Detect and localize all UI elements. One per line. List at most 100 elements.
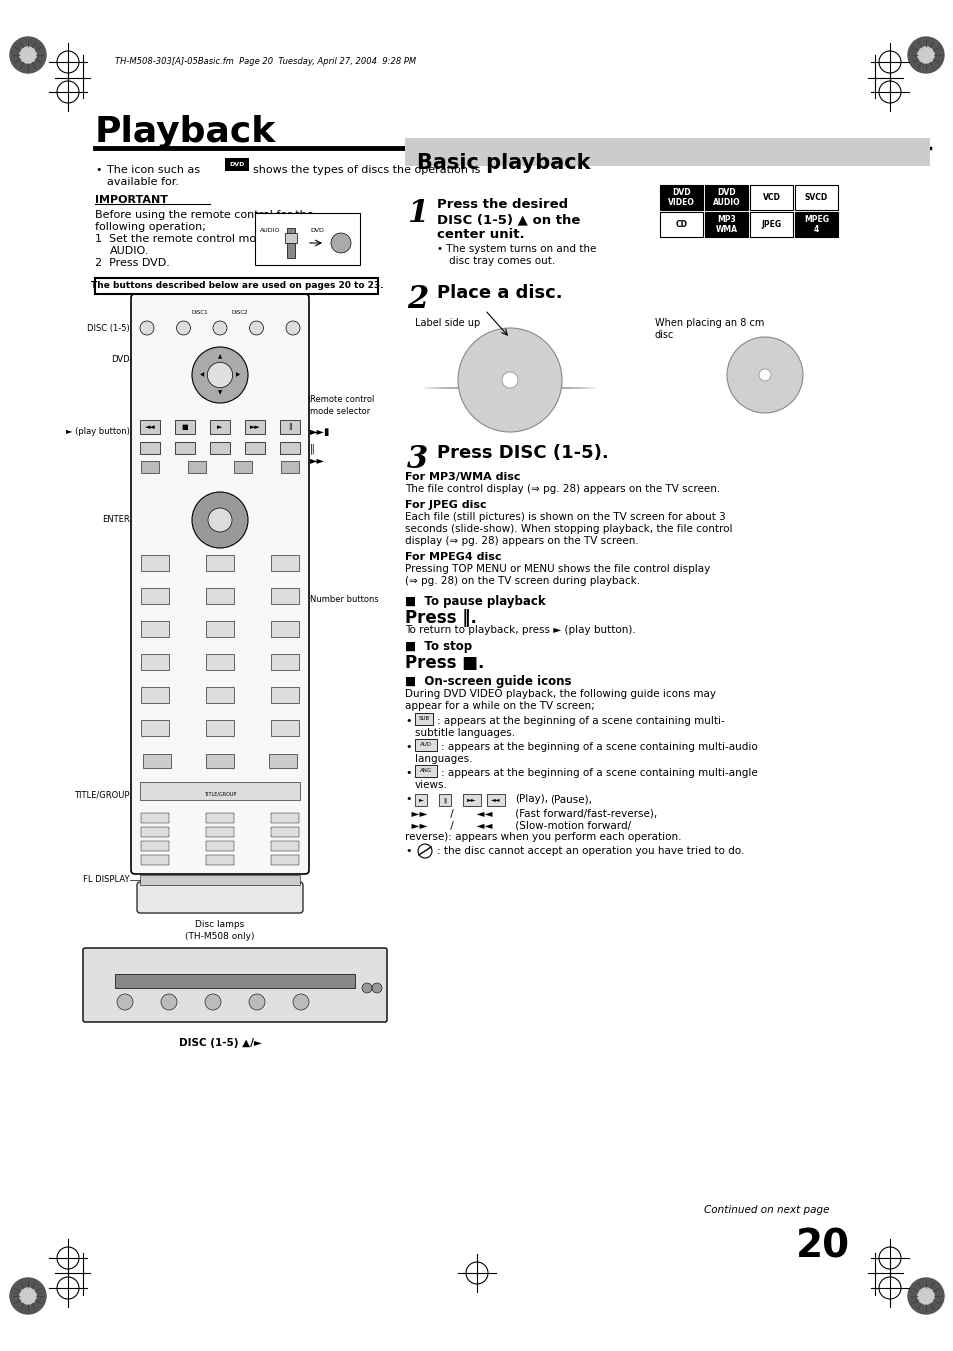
Circle shape [117, 994, 132, 1011]
Bar [206, 588, 233, 604]
Bar [141, 842, 169, 851]
Bar [206, 555, 233, 571]
Text: Each file (still pictures) is shown on the TV screen for about 3: Each file (still pictures) is shown on t… [405, 512, 725, 521]
Text: ANG: ANG [419, 769, 432, 774]
Bar [95, 278, 377, 295]
Circle shape [286, 322, 299, 335]
Circle shape [20, 47, 36, 63]
Text: ◄◄: ◄◄ [145, 424, 155, 430]
Bar [141, 621, 169, 638]
Bar [210, 420, 230, 434]
Circle shape [907, 36, 943, 73]
Circle shape [907, 1278, 943, 1315]
Circle shape [501, 372, 517, 388]
Text: ►►       /       ◄◄       (Fast forward/fast-reverse),: ►► / ◄◄ (Fast forward/fast-reverse), [405, 808, 657, 817]
Text: TITLE/GROUP: TITLE/GROUP [74, 790, 130, 800]
Bar [415, 713, 433, 725]
Bar [704, 212, 747, 236]
Bar [188, 461, 206, 473]
Text: TITLE/GROUP: TITLE/GROUP [204, 790, 236, 796]
Text: reverse): appears when you perform each operation.: reverse): appears when you perform each … [405, 832, 680, 842]
Text: 20: 20 [795, 1228, 849, 1266]
Text: •: • [405, 767, 411, 778]
Bar [141, 813, 169, 823]
Bar [206, 720, 233, 736]
Circle shape [176, 322, 191, 335]
Text: DVD: DVD [229, 162, 244, 168]
Text: ENTER: ENTER [207, 517, 233, 523]
Circle shape [205, 994, 221, 1011]
Text: SUB: SUB [418, 716, 429, 721]
Text: SVCD: SVCD [804, 193, 827, 203]
Text: Label side up: Label side up [415, 317, 479, 328]
Text: DISC (1-5) ▲ on the: DISC (1-5) ▲ on the [436, 213, 579, 226]
Text: (⇒ pg. 28) on the TV screen during playback.: (⇒ pg. 28) on the TV screen during playb… [405, 576, 639, 586]
Bar [415, 765, 436, 777]
Bar [141, 588, 169, 604]
Text: Remote control: Remote control [310, 394, 374, 404]
Text: 1: 1 [407, 199, 428, 230]
Circle shape [457, 328, 561, 432]
Text: Basic playback: Basic playback [416, 153, 590, 173]
Bar [271, 621, 298, 638]
Text: ■  On-screen guide icons: ■ On-screen guide icons [405, 676, 571, 688]
Text: •: • [405, 794, 411, 804]
Bar [280, 420, 299, 434]
Text: disc: disc [655, 330, 674, 340]
Bar [206, 813, 233, 823]
Bar [206, 827, 233, 838]
Text: seconds (slide-show). When stopping playback, the file control: seconds (slide-show). When stopping play… [405, 524, 732, 534]
Bar [234, 461, 253, 473]
Text: Playback: Playback [95, 115, 276, 149]
Text: •: • [405, 742, 411, 753]
Text: •: • [405, 716, 411, 725]
Text: AUD: AUD [419, 743, 432, 747]
Text: Pressing TOP MENU or MENU shows the file control display: Pressing TOP MENU or MENU shows the file… [405, 563, 709, 574]
Text: : appears at the beginning of a scene containing multi-angle: : appears at the beginning of a scene co… [440, 767, 757, 778]
Text: ▼: ▼ [217, 390, 222, 396]
Text: ►: ► [217, 424, 222, 430]
Text: DVD: DVD [112, 355, 130, 365]
Bar [438, 794, 451, 807]
Bar [141, 688, 169, 703]
Text: MPEG
4: MPEG 4 [803, 215, 828, 234]
Bar [462, 794, 480, 807]
Bar [140, 442, 160, 454]
Circle shape [917, 1288, 933, 1304]
Circle shape [192, 347, 248, 403]
Bar [141, 855, 169, 865]
Text: •: • [95, 165, 101, 176]
Text: ENTER: ENTER [102, 516, 130, 524]
FancyBboxPatch shape [83, 948, 387, 1021]
Circle shape [372, 984, 381, 993]
Bar [140, 420, 160, 434]
Circle shape [759, 369, 770, 381]
Text: center unit.: center unit. [436, 228, 524, 240]
Text: DISC2: DISC2 [232, 309, 248, 315]
Text: : appears at the beginning of a scene containing multi-audio: : appears at the beginning of a scene co… [440, 742, 757, 753]
Text: ◄◄: ◄◄ [491, 797, 500, 802]
Text: ►►: ►► [250, 424, 260, 430]
Text: (Pause),: (Pause), [550, 794, 592, 804]
Text: Disc lamps: Disc lamps [195, 920, 244, 929]
Text: : appears at the beginning of a scene containing multi-: : appears at the beginning of a scene co… [436, 716, 724, 725]
Text: TH-M508-303[A]-05Basic.fm  Page 20  Tuesday, April 27, 2004  9:28 PM: TH-M508-303[A]-05Basic.fm Page 20 Tuesda… [115, 58, 416, 66]
Text: 2  Press DVD.: 2 Press DVD. [95, 258, 170, 267]
Text: • The system turns on and the: • The system turns on and the [436, 245, 596, 254]
Text: During DVD VIDEO playback, the following guide icons may: During DVD VIDEO playback, the following… [405, 689, 716, 698]
Bar [415, 739, 436, 751]
Text: IMPORTANT: IMPORTANT [95, 195, 168, 205]
Bar [271, 555, 298, 571]
Text: Before using the remote control for the: Before using the remote control for the [95, 209, 314, 220]
Bar [271, 855, 298, 865]
Bar [141, 720, 169, 736]
Bar [281, 461, 298, 473]
Bar [115, 974, 355, 988]
Circle shape [213, 322, 227, 335]
Text: subtitle languages.: subtitle languages. [415, 728, 515, 738]
Text: AUDIO.: AUDIO. [110, 246, 150, 255]
Circle shape [361, 984, 372, 993]
Bar [659, 185, 702, 209]
Text: The buttons described below are used on pages 20 to 23.: The buttons described below are used on … [91, 281, 383, 290]
Circle shape [417, 844, 432, 858]
